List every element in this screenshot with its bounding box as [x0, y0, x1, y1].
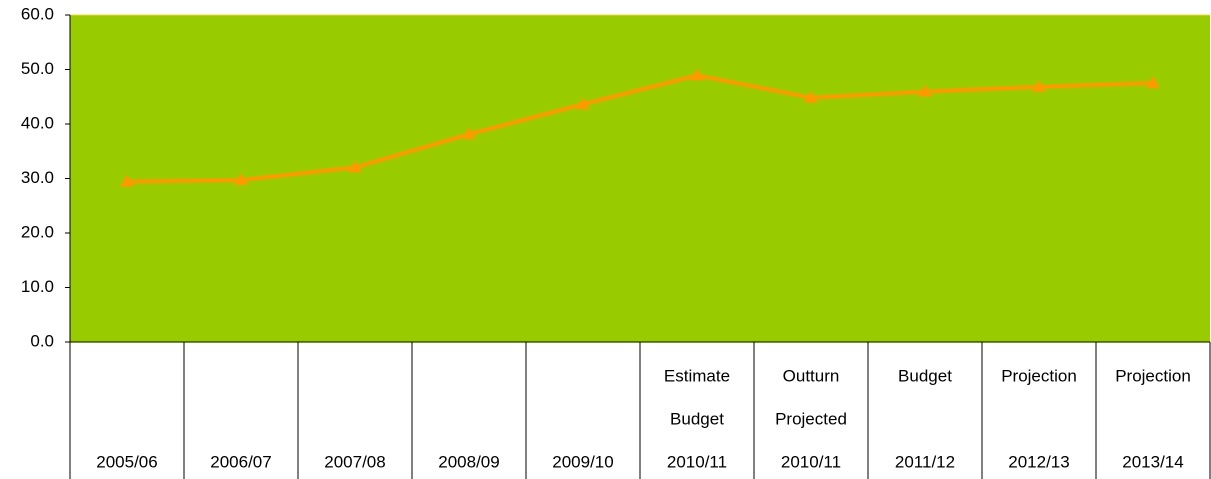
point-marker [690, 67, 704, 80]
x-tick-label: 2006/07 [210, 452, 271, 471]
x-tick-label: 2011/12 [895, 452, 955, 471]
point-marker [804, 90, 818, 103]
x-tick-label: 2007/08 [324, 452, 385, 471]
x-tick-label: Budget [898, 366, 952, 385]
y-tick-label: 40.0 [21, 113, 54, 132]
x-tick-label: 2009/10 [552, 452, 613, 471]
point-marker [576, 96, 590, 109]
x-tick-label: Projection [1115, 366, 1191, 385]
x-tick-label: 2013/14 [1122, 452, 1183, 471]
x-tick-label: 2008/09 [438, 452, 499, 471]
y-tick-label: 30.0 [21, 168, 54, 187]
x-tick-label: Projection [1001, 366, 1077, 385]
y-tick-label: 60.0 [21, 4, 54, 23]
x-tick-label: 2010/11 [781, 452, 841, 471]
x-tick-label: 2012/13 [1008, 452, 1069, 471]
point-marker [234, 172, 248, 185]
y-tick-label: 50.0 [21, 59, 54, 78]
x-tick-label: 2010/11 [667, 452, 727, 471]
y-tick-label: 20.0 [21, 222, 54, 241]
point-marker [1032, 79, 1046, 92]
y-tick-label: 10.0 [21, 277, 54, 296]
line-series [126, 72, 1154, 184]
x-tick-label: Budget [670, 409, 724, 428]
x-tick-label: Estimate [664, 366, 730, 385]
x-tick-label: Outturn [783, 366, 840, 385]
x-tick-label: 2005/06 [96, 452, 157, 471]
point-marker [1146, 75, 1160, 88]
point-marker [918, 84, 932, 97]
point-marker [462, 126, 476, 139]
x-tick-label: Projected [775, 409, 847, 428]
y-tick-label: 0.0 [30, 331, 54, 350]
point-marker [120, 174, 134, 187]
point-marker [348, 160, 362, 173]
